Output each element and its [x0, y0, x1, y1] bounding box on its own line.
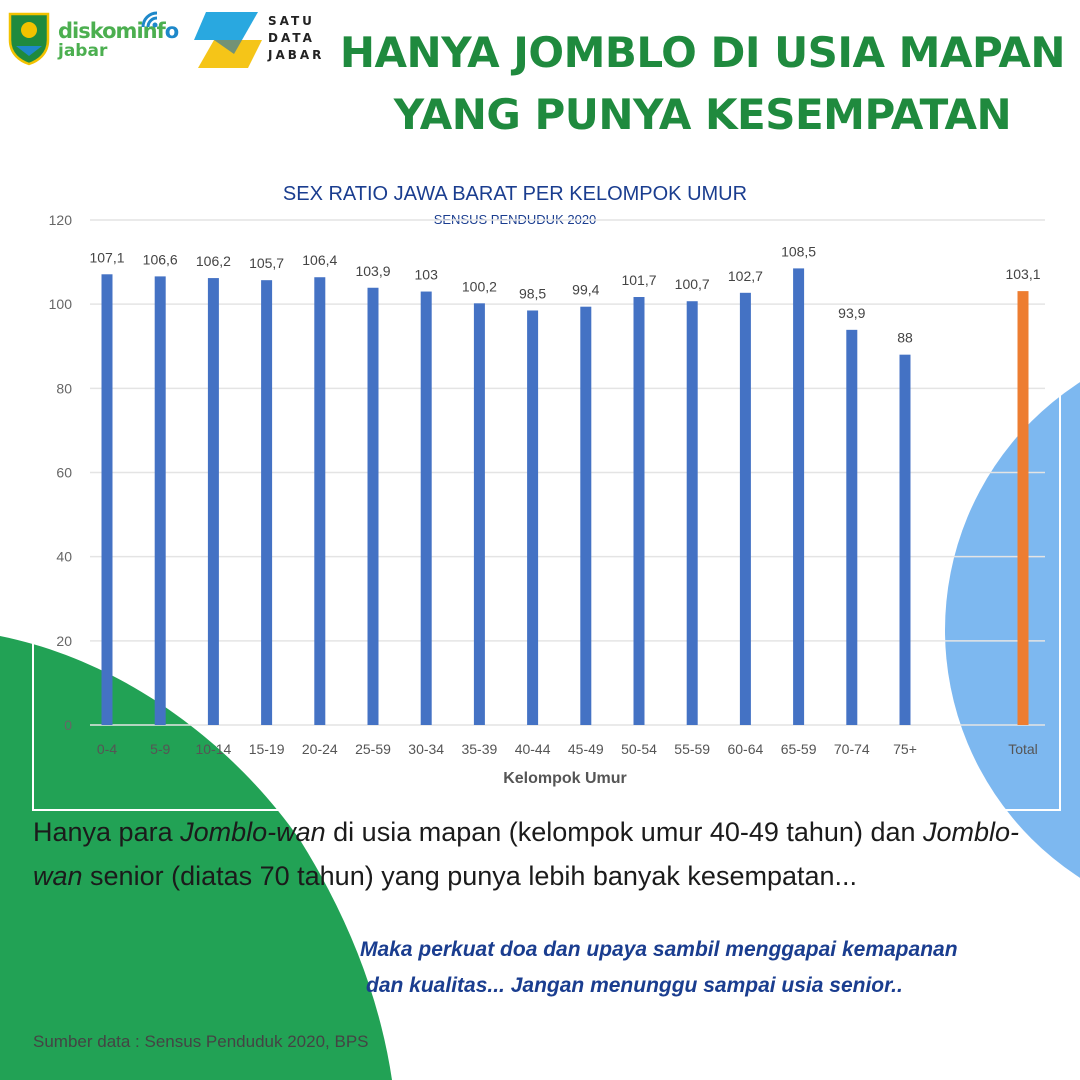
source-note: Sumber data : Sensus Penduduk 2020, BPS [33, 1032, 369, 1051]
data-label: 107,1 [89, 249, 124, 265]
body-text-5: senior (diatas 70 tahun) yang punya lebi… [82, 861, 858, 891]
body-text-1: Hanya para [33, 817, 181, 847]
bar-35-39 [473, 303, 485, 725]
satu-data-jabar-logo: SATU DATA JABAR [192, 10, 332, 72]
chart-card: SEX RATIO JAWA BARAT PER KELOMPOK UMUR S… [30, 165, 1065, 813]
data-label: 106,2 [196, 253, 231, 269]
callout-line-1: Maka perkuat doa dan upaya sambil mengga… [360, 938, 958, 961]
data-label: 108,5 [781, 243, 816, 259]
wifi-icon [141, 11, 158, 28]
chart-frame [32, 167, 1061, 811]
data-label: 99,4 [572, 282, 599, 298]
x-tick-label: 35-39 [461, 741, 497, 757]
sdj-line-3: JABAR [268, 48, 325, 62]
sdj-line-1: SATU [268, 14, 315, 28]
headline-line-2: YANG PUNYA KESEMPATAN [393, 90, 1012, 139]
data-label: 103,9 [355, 263, 390, 279]
disko-text: diskominf [58, 19, 166, 43]
data-label: 106,4 [302, 252, 337, 268]
body-paragraph: Hanya para Jomblo-wan di usia mapan (kel… [33, 810, 1023, 898]
bar-50-54 [633, 297, 645, 725]
x-tick-label: 0-4 [97, 741, 117, 757]
y-tick-label: 120 [49, 212, 73, 228]
diskominfo-logo: diskominfo jabar [58, 19, 179, 61]
bar-0-4 [101, 274, 113, 725]
x-tick-label: 10-14 [195, 741, 231, 757]
y-tick-label: 60 [56, 465, 72, 481]
page-headline: HANYA JOMBLO DI USIA MAPAN YANG PUNYA KE… [330, 22, 1075, 146]
jabar-emblem-icon [8, 12, 50, 66]
x-tick-label: 70-74 [834, 741, 870, 757]
x-tick-label: 25-59 [355, 741, 391, 757]
label-layer: 0 20 40 60 80 100 120 107,1 0-4 106,6 5-9 106,2 10-1… [49, 212, 1041, 757]
bar-45-49 [580, 306, 592, 725]
x-tick-label: 5-9 [150, 741, 170, 757]
x-tick-label: 60-64 [727, 741, 763, 757]
sdj-line-2: DATA [268, 31, 315, 45]
headline-line-1: HANYA JOMBLO DI USIA MAPAN [339, 28, 1066, 77]
data-label: 103 [415, 267, 439, 283]
x-tick-label: 65-59 [781, 741, 817, 757]
sex-ratio-chart: SEX RATIO JAWA BARAT PER KELOMPOK UMUR S… [32, 167, 1061, 811]
callout-text: Maka perkuat doa dan upaya sambil mengga… [360, 932, 1050, 1004]
data-label: 102,7 [728, 268, 763, 284]
bar-75+ [899, 354, 911, 725]
bar-65-59 [793, 268, 805, 725]
x-tick-label: 40-44 [515, 741, 551, 757]
data-label: 101,7 [621, 272, 656, 288]
x-tick-label: 15-19 [249, 741, 285, 757]
bar-40-44 [527, 310, 539, 725]
body-text-3: di usia mapan (kelompok umur 40-49 tahun… [325, 817, 923, 847]
data-label: 100,7 [675, 276, 710, 292]
y-tick-label: 0 [64, 717, 72, 733]
bar-5-9 [154, 276, 166, 725]
y-tick-label: 80 [56, 380, 72, 396]
x-tick-label: 30-34 [408, 741, 444, 757]
disko-sub-text: jabar [58, 41, 108, 61]
data-label: 103,1 [1005, 266, 1040, 282]
x-tick-label: 55-59 [674, 741, 710, 757]
x-tick-label: 20-24 [302, 741, 338, 757]
bar-55-59 [686, 301, 698, 725]
bar-10-14 [207, 278, 219, 725]
x-tick-label: 75+ [893, 741, 917, 757]
logo-bar: diskominfo jabar SATU DATA JABAR [0, 0, 340, 80]
data-label: 88 [897, 330, 913, 346]
data-label: 105,7 [249, 255, 284, 271]
bar-60-64 [739, 292, 751, 725]
x-tick-label: 45-49 [568, 741, 604, 757]
x-tick-label: 50-54 [621, 741, 657, 757]
x-tick-label: Total [1008, 741, 1038, 757]
bar-15-19 [261, 280, 273, 725]
data-label: 100,2 [462, 278, 497, 294]
satu-data-icon [194, 12, 262, 68]
y-tick-label: 40 [56, 549, 72, 565]
body-text-2: Jomblo-wan [180, 817, 326, 847]
disko-text-o: o [164, 19, 179, 43]
y-tick-label: 20 [56, 633, 72, 649]
data-label: 98,5 [519, 285, 546, 301]
bar-30-34 [420, 291, 432, 725]
chart-title: SEX RATIO JAWA BARAT PER KELOMPOK UMUR [283, 183, 747, 205]
bar-70-74 [846, 329, 858, 725]
bar-layer [101, 268, 1029, 725]
data-label: 106,6 [143, 251, 178, 267]
bar-20-24 [314, 277, 326, 725]
body-text-4: Jomblo-wan [33, 817, 1020, 891]
x-axis-title: Kelompok Umur [503, 770, 627, 787]
bar-Total [1017, 291, 1029, 725]
callout-line-2: dan kualitas... Jangan menunggu sampai u… [366, 974, 903, 997]
grid-layer [90, 219, 1045, 726]
bar-25-59 [367, 287, 379, 725]
data-label: 93,9 [838, 305, 865, 321]
y-tick-label: 100 [49, 296, 73, 312]
